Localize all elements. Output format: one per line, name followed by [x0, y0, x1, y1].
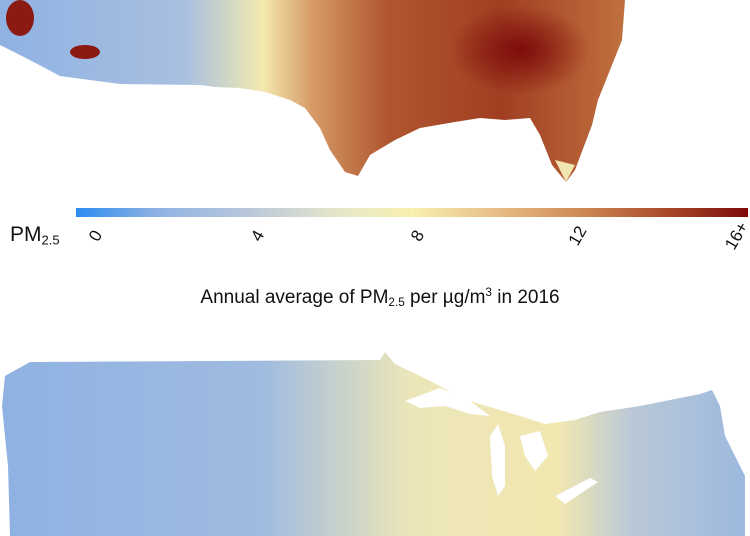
us-north-region — [2, 352, 745, 536]
colorbar-tick: 4 — [246, 226, 269, 245]
lake-superior — [405, 388, 490, 416]
colorbar-tick: 8 — [406, 226, 429, 245]
colorbar — [76, 208, 748, 217]
hotspot-central-valley — [6, 0, 34, 36]
colorbar-tick: 0 — [84, 226, 107, 245]
map-title: Annual average of PM2.5 per µg/m3 in 201… — [200, 286, 560, 309]
colorbar-variable-label: PM2.5 — [10, 223, 60, 248]
lake-huron — [520, 431, 548, 471]
pm25-map-2016-south — [0, 0, 625, 182]
lake-erie — [555, 478, 598, 504]
hotspot-ohio-valley — [450, 5, 590, 95]
pm25-map-2016-north — [2, 352, 745, 536]
colorbar-tick: 16+ — [721, 218, 750, 253]
florida-tip — [555, 160, 575, 182]
hotspot-los-angeles — [70, 45, 100, 59]
lake-michigan — [490, 424, 505, 496]
colorbar-tick: 12 — [564, 222, 591, 249]
